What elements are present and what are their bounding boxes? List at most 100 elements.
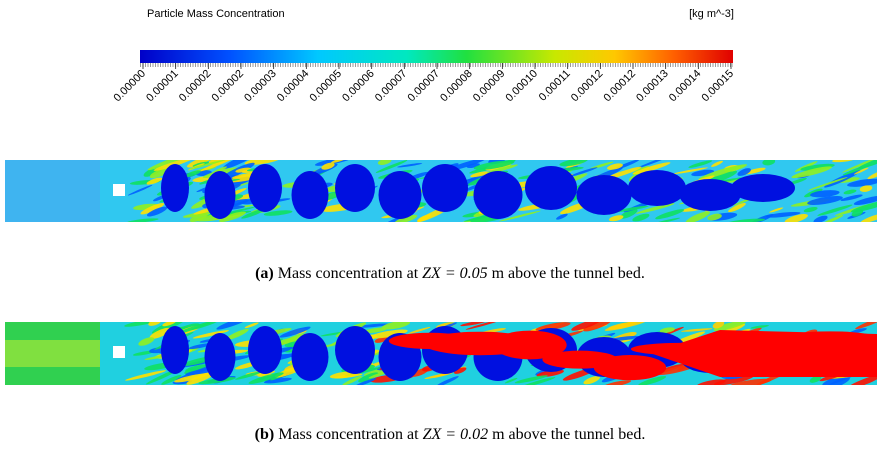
contour-streak bbox=[124, 322, 160, 327]
contour-streak bbox=[499, 210, 541, 222]
vortex-core bbox=[291, 171, 329, 219]
contour-streak bbox=[857, 160, 877, 169]
caption-text: Mass concentration at bbox=[278, 265, 419, 282]
contour-streak bbox=[263, 210, 293, 216]
contour-streak bbox=[651, 217, 681, 222]
contour-streak bbox=[138, 337, 155, 346]
contour-streak bbox=[465, 322, 503, 330]
vortex-core bbox=[204, 333, 236, 381]
contour-streak bbox=[681, 328, 713, 332]
colorbar-tick-label: 0.00008 bbox=[438, 68, 475, 105]
contour-streak bbox=[125, 370, 167, 381]
contour-streak bbox=[635, 203, 675, 214]
contour-streak bbox=[453, 367, 467, 374]
contour-streak bbox=[263, 377, 292, 384]
contour-image-a bbox=[5, 160, 877, 222]
obstacle bbox=[113, 184, 125, 196]
colorbar-tick-label: 0.00007 bbox=[406, 68, 443, 105]
contour-streak bbox=[800, 163, 835, 171]
contour-streak bbox=[729, 378, 772, 385]
contour-streak bbox=[397, 163, 423, 168]
contour-streak bbox=[216, 322, 252, 330]
contour-streak bbox=[381, 322, 411, 330]
colorbar-tick-label: 0.00013 bbox=[634, 68, 671, 105]
contour-streak bbox=[321, 162, 335, 170]
contour-streak bbox=[855, 322, 877, 330]
vortex-core bbox=[628, 170, 686, 206]
contour-streak bbox=[356, 323, 391, 328]
contour-streak bbox=[127, 184, 153, 196]
contour-streak bbox=[473, 160, 515, 170]
contour-streak bbox=[803, 207, 818, 213]
vortex-core bbox=[248, 326, 282, 374]
contour-image-b bbox=[5, 322, 877, 385]
contour-streak bbox=[219, 211, 246, 222]
contour-streak bbox=[604, 322, 648, 331]
vortex-core bbox=[576, 175, 632, 215]
contour-streak bbox=[354, 378, 377, 385]
high-concentration-patch bbox=[493, 330, 567, 360]
contour-streak bbox=[847, 178, 877, 187]
contour-streak bbox=[279, 326, 311, 338]
contour-streak bbox=[424, 372, 453, 379]
contour-streak bbox=[727, 218, 766, 222]
contour-streak bbox=[853, 167, 869, 175]
contour-streak bbox=[248, 372, 284, 384]
contour-streak bbox=[559, 160, 588, 167]
contour-streak bbox=[149, 327, 172, 339]
contour-streak bbox=[162, 322, 177, 327]
contour-streak bbox=[583, 322, 613, 332]
contour-streak bbox=[571, 322, 601, 331]
contour-streak bbox=[632, 162, 671, 175]
caption-text: m above the tunnel bed. bbox=[492, 265, 645, 282]
contour-streak bbox=[840, 194, 863, 201]
contour-streak bbox=[817, 204, 853, 216]
contour-streak bbox=[851, 209, 864, 217]
contour-streak bbox=[192, 330, 229, 339]
colorbar-tick-label: 0.00015 bbox=[700, 68, 737, 105]
caption-label: (b) bbox=[255, 426, 275, 443]
colorbar-tick-label: 0.00005 bbox=[308, 68, 345, 105]
contour-streak bbox=[375, 160, 408, 173]
contour-streak bbox=[765, 211, 801, 218]
contour-streak bbox=[655, 209, 685, 220]
contour-streak bbox=[636, 160, 675, 169]
contour-streak bbox=[504, 377, 518, 384]
contour-streak bbox=[831, 160, 854, 163]
caption-text: m above the tunnel bed. bbox=[492, 426, 645, 443]
contour-streak bbox=[377, 160, 392, 165]
contour-streak bbox=[619, 209, 638, 219]
vortex-core bbox=[291, 333, 329, 381]
contour-streak bbox=[737, 168, 751, 176]
contour-streak bbox=[146, 177, 163, 185]
contour-streak bbox=[807, 176, 848, 191]
contour-streak bbox=[846, 374, 877, 385]
contour-streak bbox=[147, 160, 189, 171]
colorbar-tick-label: 0.00010 bbox=[504, 68, 541, 105]
contour-streak bbox=[784, 214, 808, 222]
vortex-core bbox=[161, 164, 189, 212]
colorbar-tick-label: 0.00006 bbox=[340, 68, 377, 105]
contour-streak bbox=[466, 163, 480, 169]
contour-streak bbox=[140, 203, 165, 215]
contour-streak bbox=[791, 166, 833, 179]
contour-streak bbox=[762, 160, 776, 166]
caption-label: (a) bbox=[255, 265, 274, 282]
contour-streak bbox=[850, 200, 877, 213]
contour-streak bbox=[860, 212, 877, 222]
contour-streak bbox=[859, 185, 873, 192]
contour-streak bbox=[186, 371, 217, 385]
contour-streak bbox=[173, 322, 214, 335]
high-concentration-patch bbox=[650, 330, 877, 377]
contour-streak bbox=[536, 369, 564, 377]
contour-streak bbox=[673, 167, 708, 174]
contour-streak bbox=[569, 167, 598, 177]
contour-streak bbox=[713, 322, 747, 332]
caption-math: ZX = 0.05 bbox=[422, 265, 487, 282]
contour-streak bbox=[235, 371, 262, 380]
contour-streak bbox=[607, 163, 623, 170]
vortex-core bbox=[731, 174, 795, 202]
contour-streak bbox=[146, 206, 168, 217]
contour-streak bbox=[712, 322, 725, 329]
